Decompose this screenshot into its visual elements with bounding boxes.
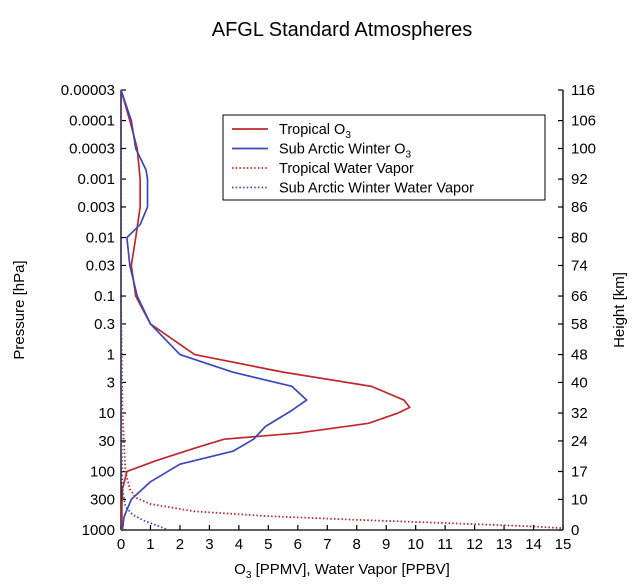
y-tick-label: 30 [98, 433, 115, 450]
y2-tick-label: 58 [571, 316, 588, 333]
legend-label-text: Sub Arctic Winter Water Vapor [279, 181, 474, 197]
y-tick-label: 0.0003 [69, 140, 115, 157]
y-tick-label: 300 [90, 491, 115, 508]
y-tick-label: 0.001 [77, 171, 115, 188]
legend-label-4: Sub Arctic Winter Water Vapor [279, 181, 474, 197]
y2-axis-label: Height [km] [611, 272, 628, 348]
y-tick-label: 1000 [82, 522, 115, 539]
chart-title: AFGL Standard Atmospheres [212, 19, 473, 41]
tick-layer: 0 1 2 3 4 5 6 7 8 9 10 11 12 13 14 150.000030.00010.000… [61, 82, 596, 553]
legend-label-1: Tropical O3 [279, 122, 351, 141]
y-tick-label: 0.01 [86, 230, 115, 247]
y-tick-label: 1 [107, 347, 115, 364]
series-layer [120, 89, 564, 531]
y-axis-label: Pressure [hPa] [11, 260, 28, 359]
legend-label-text: Sub Arctic Winter O [279, 142, 406, 158]
y2-tick-label: 100 [571, 140, 596, 157]
y-tick-label: 0.1 [94, 288, 115, 305]
series-line-3 [120, 90, 564, 530]
x-tick-label: 8 [353, 536, 361, 553]
x-tick-label: 6 [294, 536, 302, 553]
y2-tick-label: 74 [571, 257, 588, 274]
y2-tick-label: 32 [571, 405, 588, 422]
x-tick-label: 5 [264, 536, 272, 553]
y2-tick-label: 24 [571, 433, 588, 450]
series-line-4 [120, 90, 169, 531]
x-tick-label: 9 [382, 536, 390, 553]
x-tick-label: 12 [466, 536, 483, 553]
legend-box [222, 114, 546, 201]
legend-label-subscript: 3 [345, 130, 351, 141]
y-tick-label: 0.03 [86, 257, 115, 274]
x-tick-label: 2 [176, 536, 184, 553]
x-tick-label: 13 [496, 536, 513, 553]
x-axis-label-sub: 3 [246, 570, 252, 581]
y2-tick-label: 10 [571, 491, 588, 508]
y2-tick-label: 86 [571, 199, 588, 216]
y2-tick-label: 80 [571, 230, 588, 247]
y-tick-label: 100 [90, 464, 115, 481]
legend-label-text: Tropical Water Vapor [279, 161, 414, 177]
y2-tick-label: 0 [571, 522, 579, 539]
y-tick-label: 3 [107, 374, 115, 391]
legend-label-3: Tropical Water Vapor [279, 161, 414, 177]
x-tick-label: 11 [437, 536, 453, 553]
x-tick-label: 4 [235, 536, 243, 553]
x-tick-label: 3 [205, 536, 213, 553]
y-tick-label: 0.003 [77, 199, 115, 216]
x-axis-label-pre: O [234, 561, 246, 578]
x-tick-label: 14 [525, 536, 542, 553]
x-axis-label-post: [PPMV], Water Vapor [PPBV] [251, 561, 449, 578]
series-line-2 [120, 89, 308, 531]
y2-tick-label: 17 [571, 464, 588, 481]
y2-tick-label: 116 [571, 82, 595, 99]
x-tick-label: 1 [146, 536, 154, 553]
y2-tick-label: 48 [571, 347, 588, 364]
x-tick-label: 10 [407, 536, 424, 553]
x-axis-label: O3 [PPMV], Water Vapor [PPBV] [234, 561, 450, 581]
y2-tick-label: 66 [571, 288, 588, 305]
legend-label-2: Sub Arctic Winter O3 [279, 142, 412, 161]
y-tick-label: 10 [98, 405, 115, 422]
x-tick-label: 15 [555, 536, 572, 553]
y2-tick-label: 92 [571, 171, 588, 188]
x-tick-label: 7 [323, 536, 331, 553]
y-tick-label: 0.0001 [69, 113, 115, 130]
x-tick-label: 0 [117, 536, 125, 553]
y-tick-label: 0.00003 [61, 82, 115, 99]
legend-label-subscript: 3 [406, 150, 412, 161]
y2-tick-label: 40 [571, 374, 588, 391]
series-line-1 [120, 89, 411, 530]
y-tick-label: 0.3 [94, 316, 115, 333]
y2-tick-label: 106 [571, 113, 596, 130]
legend-label-text: Tropical O [279, 122, 345, 138]
